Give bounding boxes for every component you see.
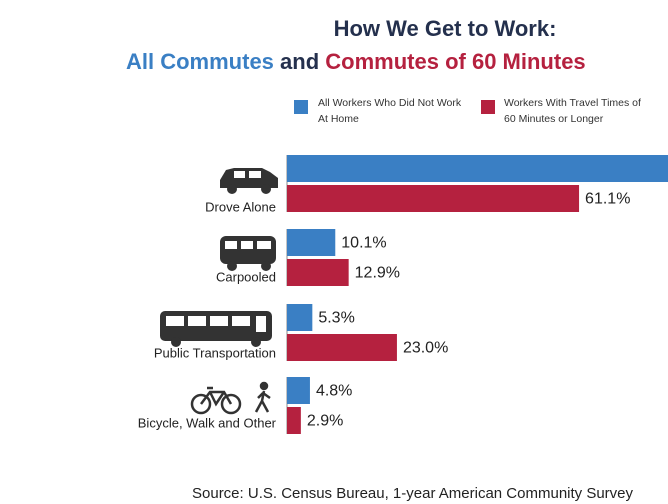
title-part: Commutes of 60 Minutes xyxy=(325,49,585,74)
bar xyxy=(287,377,310,404)
bar xyxy=(287,304,313,331)
bar xyxy=(287,185,580,212)
title-part: All Commutes xyxy=(126,49,274,74)
title-line: How We Get to Work: xyxy=(334,16,557,41)
value-label: 12.9% xyxy=(355,265,400,282)
source: Source: U.S. Census Bureau, 1-year Ameri… xyxy=(192,485,634,502)
value-label: 2.9% xyxy=(307,413,343,430)
bar xyxy=(287,407,301,434)
bar xyxy=(287,229,336,256)
value-label: 10.1% xyxy=(341,235,386,252)
value-label: 61.1% xyxy=(585,191,630,208)
bus-icon xyxy=(160,311,272,347)
category-label: Bicycle, Walk and Other xyxy=(138,415,277,430)
bar xyxy=(287,155,668,182)
title-part: and xyxy=(280,49,319,74)
category-label: Carpooled xyxy=(216,269,276,284)
legend-label: Workers With Travel Times of 60 Minutes … xyxy=(504,97,641,125)
bar xyxy=(287,259,349,286)
category-label: Drove Alone xyxy=(205,199,276,214)
car-icon xyxy=(220,168,278,194)
van-icon xyxy=(220,236,276,271)
value-label: 23.0% xyxy=(403,340,448,357)
legend-swatch xyxy=(294,100,308,114)
value-label: 5.3% xyxy=(318,310,354,327)
legend-label: All Workers Who Did Not Work At Home xyxy=(318,97,462,125)
bike-walk-icon xyxy=(190,381,271,415)
legend-swatch xyxy=(481,100,495,114)
value-label: 4.8% xyxy=(316,383,352,400)
category-label: Public Transportation xyxy=(154,345,276,360)
title-line: All Commutes and Commutes of 60 Minutes xyxy=(126,49,586,74)
bar xyxy=(287,334,397,361)
